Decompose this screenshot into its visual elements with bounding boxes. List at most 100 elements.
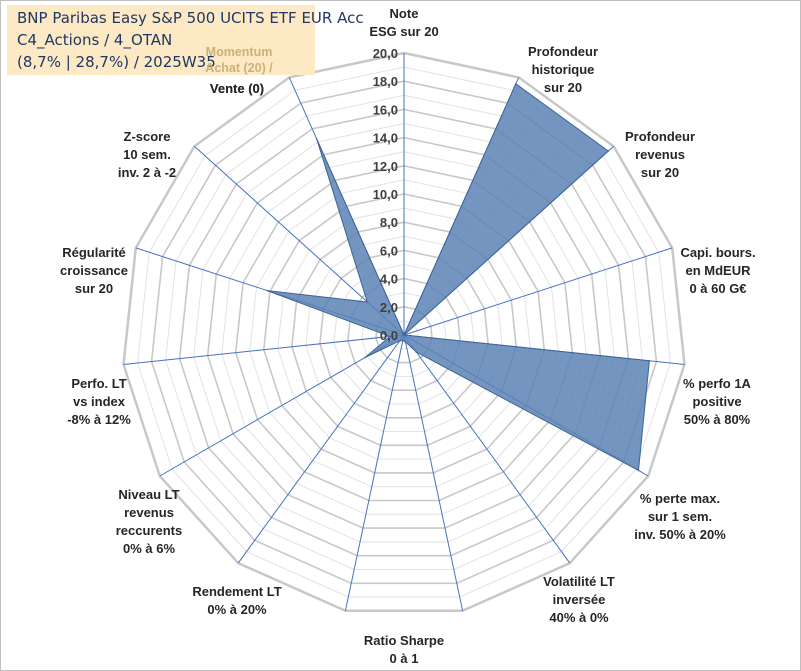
data-point xyxy=(637,469,640,472)
grid-ring xyxy=(234,164,574,502)
data-point xyxy=(515,83,517,85)
axis-spoke xyxy=(159,334,405,477)
axis-label-line: inv. 50% à 20% xyxy=(634,527,726,542)
grid-rings xyxy=(122,51,686,613)
axis-spoke xyxy=(403,247,673,336)
tick-label: 20,0 xyxy=(373,46,398,61)
axis-label-line: Achat (20) / xyxy=(205,61,273,75)
axis-label-line: Profondeur xyxy=(625,129,695,144)
tick-label: 14,0 xyxy=(373,131,398,146)
tick-label: 16,0 xyxy=(373,102,398,117)
axis-label: Profondeur historique sur 20 xyxy=(528,44,598,95)
tick-label: 18,0 xyxy=(373,74,398,89)
axis-label-line: en MdEUR xyxy=(686,263,752,278)
axis-label-line: inversée xyxy=(553,592,606,607)
axis-label: Niveau LT revenus reccurents 0% à 6% xyxy=(116,487,182,556)
axis-label-line: ESG sur 20 xyxy=(369,24,438,39)
axis-label-line: 0 à 60 G€ xyxy=(689,281,746,296)
axis-label-line: Note xyxy=(390,6,419,21)
axis-label-line: 0% à 20% xyxy=(207,602,267,617)
grid-ring xyxy=(178,108,630,557)
grid-ring xyxy=(206,136,602,529)
axis-label-line: Volatilité LT xyxy=(543,574,615,589)
axis-label-line: reccurents xyxy=(116,523,182,538)
axis-spoke xyxy=(344,334,405,611)
axis-label-line: Niveau LT xyxy=(118,487,179,502)
axis-label-line: inv. 2 à -2 xyxy=(118,165,176,180)
grid-ring xyxy=(122,51,686,613)
axis-label: Régularité croissance sur 20 xyxy=(60,245,128,296)
chart-title-line-3: (8,7% | 28,7%) / 2025W35 xyxy=(17,53,216,71)
grid-ring xyxy=(137,66,671,598)
axis-labels: Note ESG sur 20 Profondeur historique sur 20… xyxy=(60,6,756,666)
axis-label: Vente (0) xyxy=(210,81,264,96)
data-point xyxy=(607,150,610,152)
axis-label-line: % perte max. xyxy=(640,491,720,506)
title-box: BNP Paribas Easy S&P 500 UCITS ETF EUR A… xyxy=(7,5,364,75)
axis-label: % perte max. sur 1 sem. inv. 50% à 20% xyxy=(634,491,726,542)
axis-label: Capi. bours. en MdEUR 0 à 60 G€ xyxy=(680,245,755,296)
data-point xyxy=(402,339,404,342)
axis-label-line: vs index xyxy=(73,394,126,409)
axis-label-line: positive xyxy=(692,394,741,409)
axis-label-line: sur 20 xyxy=(641,165,679,180)
axis-label-line: croissance xyxy=(60,263,128,278)
grid-ring xyxy=(290,221,518,447)
tick-label: 10,0 xyxy=(373,187,398,202)
axis-label: Z-score 10 sem. inv. 2 à -2 xyxy=(118,129,176,180)
data-point xyxy=(366,301,369,303)
axis-label-line: sur 1 sem. xyxy=(648,509,712,524)
data-points xyxy=(266,83,651,472)
axis-label-line: Régularité xyxy=(62,245,126,260)
axis-label-line: revenus xyxy=(635,147,685,162)
grid-ring xyxy=(277,207,531,460)
axis-label-line: sur 20 xyxy=(75,281,113,296)
axis-label-line: sur 20 xyxy=(544,80,582,95)
tick-label: 4,0 xyxy=(380,272,398,287)
axis-label-line: 50% à 80% xyxy=(684,412,751,427)
axis-label-line: 10 sem. xyxy=(123,147,171,162)
axis-label-line: Momentum xyxy=(205,45,273,59)
axis-label-line: Rendement LT xyxy=(192,584,281,599)
data-point xyxy=(404,341,407,343)
axis-label-line: revenus xyxy=(124,505,174,520)
axis-label-line: Profondeur xyxy=(528,44,598,59)
tick-label: 0,0 xyxy=(380,328,398,343)
axis-label-line: % perfo 1A xyxy=(683,376,752,391)
axis-spoke xyxy=(123,334,405,365)
tick-label: 2,0 xyxy=(380,300,398,315)
grid-ring xyxy=(249,179,559,488)
tick-label: 12,0 xyxy=(373,159,398,174)
data-point xyxy=(399,339,401,342)
axis-label: Note ESG sur 20 xyxy=(369,6,438,39)
grid-ring xyxy=(262,193,546,474)
axis-label: Profondeur revenus sur 20 xyxy=(625,129,695,180)
data-area xyxy=(267,83,650,472)
grid-ring xyxy=(150,80,658,585)
axis-label-line: 0% à 6% xyxy=(123,541,175,556)
grid-ring xyxy=(319,249,489,419)
data-point xyxy=(648,360,651,362)
axis-label: Ratio Sharpe 0 à 1 xyxy=(364,633,444,666)
grid-ring xyxy=(193,122,615,543)
tick-labels: 0,0 2,0 4,0 6,0 8,0 10,0 12,0 14,0 16,0 18,0 20,0 xyxy=(373,46,398,343)
chart-title-line-2: C4_Actions / 4_OTAN xyxy=(17,31,173,49)
axis-spoke xyxy=(403,334,571,564)
data-point xyxy=(316,138,318,140)
momentum-label-faded: Momentum Achat (20) / xyxy=(169,44,309,76)
tick-label: 8,0 xyxy=(380,215,398,230)
axis-spoke xyxy=(403,334,464,611)
axis-label-line: Capi. bours. xyxy=(680,245,755,260)
axis-label-line: 0 à 1 xyxy=(390,651,419,666)
axis-label-line: Z-score xyxy=(124,129,171,144)
tick-label: 6,0 xyxy=(380,243,398,258)
data-point xyxy=(415,351,418,353)
axis-label-line: Ratio Sharpe xyxy=(364,633,444,648)
axis-label-line: -8% à 12% xyxy=(67,412,131,427)
grid-ring xyxy=(305,235,503,432)
axis-label: Rendement LT 0% à 20% xyxy=(192,584,281,617)
axis-label: Perfo. LT vs index -8% à 12% xyxy=(67,376,131,427)
data-point xyxy=(389,335,391,338)
